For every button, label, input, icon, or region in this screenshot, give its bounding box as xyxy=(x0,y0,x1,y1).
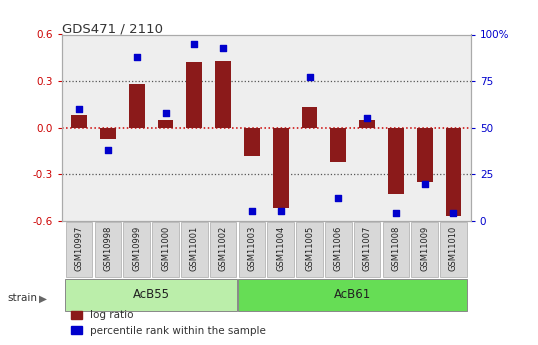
FancyBboxPatch shape xyxy=(239,222,265,277)
Bar xyxy=(445,128,462,216)
Text: AcB61: AcB61 xyxy=(334,288,371,302)
Point xyxy=(132,54,141,60)
FancyBboxPatch shape xyxy=(181,222,208,277)
FancyBboxPatch shape xyxy=(354,222,380,277)
FancyBboxPatch shape xyxy=(296,222,323,277)
Text: GSM11006: GSM11006 xyxy=(334,225,343,271)
Bar xyxy=(158,120,173,128)
FancyBboxPatch shape xyxy=(152,222,179,277)
Text: GSM10998: GSM10998 xyxy=(103,225,112,271)
FancyBboxPatch shape xyxy=(325,222,351,277)
Text: GSM11008: GSM11008 xyxy=(391,225,400,271)
FancyBboxPatch shape xyxy=(124,222,150,277)
Text: GSM11001: GSM11001 xyxy=(190,225,199,270)
FancyBboxPatch shape xyxy=(267,222,294,277)
FancyBboxPatch shape xyxy=(210,222,236,277)
Legend: log ratio, percentile rank within the sample: log ratio, percentile rank within the sa… xyxy=(67,306,270,340)
Text: GSM10997: GSM10997 xyxy=(75,225,83,271)
FancyBboxPatch shape xyxy=(238,279,468,311)
Point xyxy=(334,196,343,201)
Text: GSM11007: GSM11007 xyxy=(363,225,372,271)
Point xyxy=(420,181,429,186)
FancyBboxPatch shape xyxy=(412,222,438,277)
Bar xyxy=(244,128,260,156)
Bar xyxy=(388,128,404,195)
FancyBboxPatch shape xyxy=(95,222,121,277)
Bar xyxy=(359,120,375,128)
Point xyxy=(190,41,199,47)
Text: GSM11003: GSM11003 xyxy=(247,225,257,271)
Text: ▶: ▶ xyxy=(39,294,47,303)
Text: GSM11010: GSM11010 xyxy=(449,225,458,270)
Point xyxy=(161,110,170,116)
Bar xyxy=(417,128,433,182)
FancyBboxPatch shape xyxy=(65,279,237,311)
Point xyxy=(219,45,228,50)
Bar xyxy=(71,115,87,128)
Text: GDS471 / 2110: GDS471 / 2110 xyxy=(62,22,163,36)
Text: GSM11000: GSM11000 xyxy=(161,225,170,270)
Point xyxy=(247,209,256,214)
FancyBboxPatch shape xyxy=(383,222,409,277)
Bar xyxy=(302,108,317,128)
Point xyxy=(104,147,112,153)
Text: AcB55: AcB55 xyxy=(133,288,169,302)
Point xyxy=(277,209,285,214)
Text: GSM11004: GSM11004 xyxy=(276,225,285,270)
Bar xyxy=(129,84,145,128)
Point xyxy=(75,106,83,112)
Point xyxy=(392,210,400,216)
Text: GSM10999: GSM10999 xyxy=(132,225,141,270)
Text: GSM11009: GSM11009 xyxy=(420,225,429,270)
Bar xyxy=(215,61,231,128)
FancyBboxPatch shape xyxy=(66,222,93,277)
Bar xyxy=(186,62,202,128)
Text: strain: strain xyxy=(7,294,37,303)
Point xyxy=(449,210,458,216)
Text: GSM11002: GSM11002 xyxy=(218,225,228,270)
Bar xyxy=(273,128,288,208)
Bar xyxy=(100,128,116,139)
Text: GSM11005: GSM11005 xyxy=(305,225,314,270)
Point xyxy=(363,116,371,121)
Point xyxy=(305,75,314,80)
Bar xyxy=(330,128,346,162)
FancyBboxPatch shape xyxy=(440,222,467,277)
